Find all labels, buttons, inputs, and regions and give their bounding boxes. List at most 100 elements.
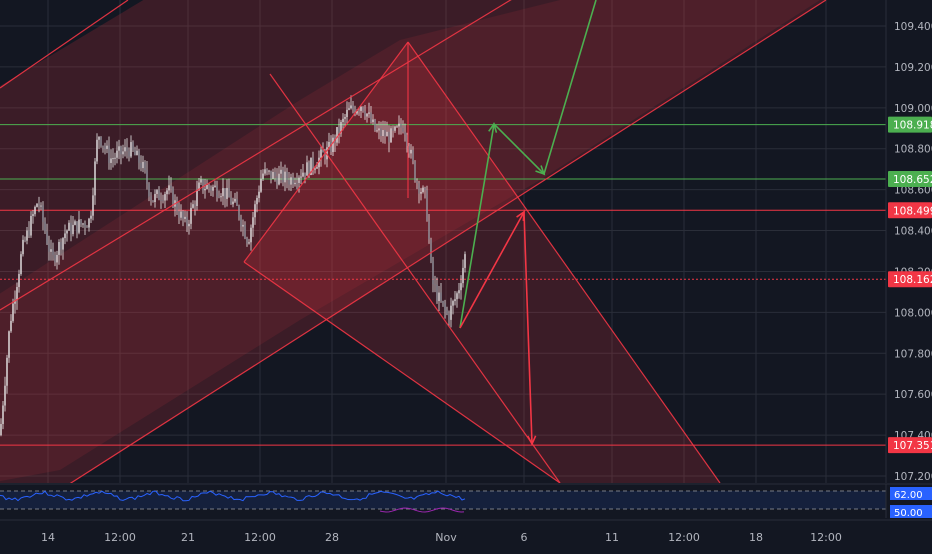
candle-body: [226, 187, 228, 199]
candle-body: [408, 146, 410, 154]
candle-body: [314, 168, 316, 170]
time-tick-label: 12:00: [668, 531, 700, 544]
candle-body: [220, 196, 222, 198]
time-axis[interactable]: 14 12:00 21 12:00 28 Nov 6 11 12:00 18 12:00: [0, 519, 932, 550]
candle-body: [6, 357, 8, 386]
candle-body: [76, 221, 78, 233]
candle-body: [294, 182, 296, 185]
price-tick-label: 108.400: [894, 226, 932, 238]
channel-fills: [0, 0, 826, 483]
candle-body: [248, 242, 250, 244]
candle-body: [204, 188, 206, 191]
candle-body: [218, 196, 220, 198]
candle-body: [268, 170, 270, 172]
candle-body: [368, 112, 370, 114]
candle-body: [254, 204, 256, 218]
oscillator-line: [0, 490, 466, 502]
price-tick-label: 108.600: [894, 185, 932, 197]
candle-body: [14, 300, 16, 304]
price-tags: 108.918 108.652 108.499 108.162 107.351: [888, 116, 932, 454]
oscillator-pane: 62.00 50.00: [0, 483, 932, 519]
candle-body: [358, 110, 360, 112]
candle-body: [424, 187, 426, 191]
candle-body: [126, 147, 128, 152]
inner-channel-fill: [0, 0, 820, 482]
candle-body: [244, 224, 246, 239]
candle-body: [290, 177, 292, 185]
candle-body: [72, 224, 74, 235]
candle-body: [120, 146, 122, 155]
candle-body: [350, 105, 352, 109]
channel-upper-line: [0, 0, 129, 89]
candle-body: [178, 211, 180, 218]
candle-body: [210, 187, 212, 191]
time-tick-label: 12:00: [244, 531, 276, 544]
price-axis[interactable]: 109.400 109.200 109.000 108.800 108.600 108.4…: [885, 0, 932, 483]
candle-body: [454, 299, 456, 302]
bullish-arrowhead: [488, 122, 498, 133]
candle-body: [336, 127, 338, 143]
bearish-arrowhead: [527, 435, 537, 446]
candle-body: [26, 230, 28, 241]
candle-body: [172, 188, 174, 207]
candle-body: [346, 109, 348, 118]
candle-body: [30, 215, 32, 236]
candle-body: [242, 224, 244, 227]
candle-body: [134, 149, 136, 156]
candle-body: [24, 239, 26, 241]
time-tick-label: 21: [181, 531, 195, 544]
candle-body: [60, 242, 62, 250]
price-tag: [888, 271, 932, 288]
candle-body: [372, 119, 374, 123]
candle-body: [322, 149, 324, 153]
candle-body: [152, 200, 154, 202]
price-tick-label: 107.600: [894, 389, 932, 401]
candle-body: [106, 145, 108, 149]
price-tag-label: 108.162: [893, 274, 932, 286]
candle-body: [434, 284, 436, 286]
candle-body: [250, 227, 252, 243]
candle-body: [34, 206, 36, 215]
candle-body: [132, 142, 134, 150]
candle-body: [246, 238, 248, 244]
candle-body: [340, 121, 342, 134]
price-tick-label: 107.800: [894, 348, 932, 360]
candle-body: [22, 239, 24, 255]
oscillator-background: [0, 484, 932, 518]
candle-body: [10, 320, 12, 332]
candle-body: [332, 137, 334, 152]
candle-body: [280, 169, 282, 174]
candle-body: [442, 301, 444, 304]
candle-body: [136, 150, 138, 156]
candle-body: [378, 128, 380, 131]
candle-body: [42, 205, 44, 222]
price-tick-label: 109.000: [894, 103, 932, 115]
grid: [0, 0, 886, 483]
candle-body: [182, 211, 184, 219]
candle-body: [228, 187, 230, 198]
candle-body: [406, 134, 408, 147]
candle-body: [188, 223, 190, 227]
candle-body: [258, 191, 260, 198]
candle-body: [208, 184, 210, 188]
candle-body: [376, 130, 378, 132]
candle-body: [54, 254, 56, 263]
candle-body: [238, 205, 240, 218]
candle-body: [214, 185, 216, 187]
time-tick-label: 6: [521, 531, 528, 544]
candle-body: [326, 147, 328, 160]
candle-body: [46, 231, 48, 244]
channel-mid-line: [0, 0, 512, 311]
candle-body: [446, 309, 448, 314]
candle-body: [240, 217, 242, 227]
candle-body: [70, 222, 72, 235]
price-tag: [888, 437, 932, 454]
candle-body: [436, 285, 438, 302]
descending-channel-right-edge: [407, 41, 721, 483]
candle-body: [148, 183, 150, 197]
oscillator-level-label: 62.00: [894, 490, 923, 501]
candle-body: [288, 180, 290, 185]
candle-body: [266, 169, 268, 171]
candle-body: [12, 303, 14, 321]
